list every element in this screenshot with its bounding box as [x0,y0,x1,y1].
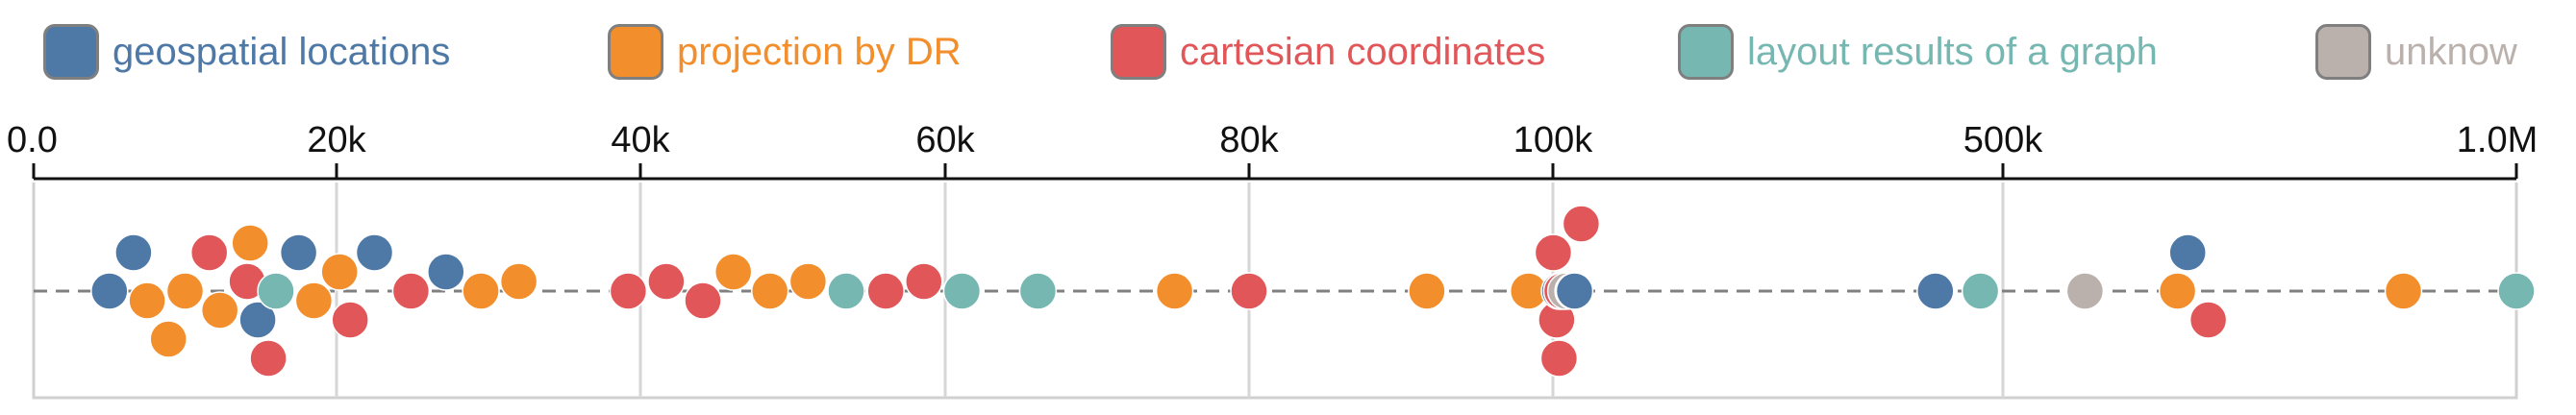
legend-swatch-graph [1678,24,1734,80]
data-point-dr [2384,272,2423,310]
data-point-cart [684,281,722,320]
data-point-cart [391,272,431,310]
data-point-cart [609,272,648,310]
data-point-dr [713,253,753,291]
x-tick-label: 80k [1219,120,1279,160]
data-point-geo [2168,233,2207,272]
legend-label-geo: geospatial locations [113,30,451,73]
data-point-geo [427,253,465,291]
data-point-graph [1018,272,1058,310]
data-point-graph [257,272,295,310]
legend-item-dr[interactable]: projection by DR [608,23,962,81]
data-point-dr [499,262,538,301]
data-point-cart [1534,233,1573,272]
x-tick-label: 20k [307,120,366,160]
data-point-dr [231,224,269,262]
data-point-geo [1916,272,1955,310]
data-point-dr [128,281,166,320]
legend-item-graph[interactable]: layout results of a graph [1678,23,2158,81]
data-point-cart [1539,339,1579,378]
x-tick-label: 60k [915,120,975,160]
data-point-cart [331,301,369,339]
data-point-graph [2497,272,2536,310]
legend-label-dr: projection by DR [677,30,962,73]
data-point-unk [2065,272,2105,310]
data-point-dr [1408,272,1446,310]
data-point-cart [2188,301,2228,339]
legend-item-cart[interactable]: cartesian coordinates [1111,23,1545,81]
data-point-cart [189,233,229,272]
data-point-cart [249,339,288,378]
data-point-graph [942,272,982,310]
data-point-dr [750,272,789,310]
data-point-geo [1555,272,1594,310]
legend-label-cart: cartesian coordinates [1180,30,1546,73]
data-point-dr [1155,272,1194,310]
data-point-dr [165,272,205,310]
legend-swatch-unk [2315,24,2371,80]
x-tick-label: 0.0 [7,120,58,160]
x-tick-label: 1.0M [2457,120,2538,160]
data-point-cart [647,262,686,301]
data-point-dr [320,253,359,291]
legend-swatch-geo [43,24,99,80]
legend-item-geo[interactable]: geospatial locations [43,23,450,81]
x-tick-label: 500k [1963,120,2043,160]
data-point-cart [1562,205,1601,243]
x-tick-label: 100k [1513,120,1593,160]
chart-legend: geospatial locations projection by DR cart… [0,0,2576,106]
data-point-graph [1961,272,2000,310]
data-point-dr [2158,272,2197,310]
data-point-cart [905,262,943,301]
data-point-geo [279,233,318,272]
data-point-dr [788,262,828,301]
data-point-geo [355,233,394,272]
legend-label-unk: unknow [2385,30,2517,73]
legend-item-unk[interactable]: unknow [2315,23,2517,81]
data-point-cart [866,272,905,310]
legend-swatch-cart [1111,24,1166,80]
data-point-graph [827,272,865,310]
data-point-dr [462,272,500,310]
x-tick-label: 40k [611,120,670,160]
data-point-geo [238,301,277,339]
data-point-dr [294,281,334,320]
legend-label-graph: layout results of a graph [1747,30,2158,73]
data-point-dr [200,291,239,330]
data-point-dr [149,320,188,358]
data-point-geo [114,233,153,272]
data-point-cart [1230,272,1268,310]
legend-swatch-dr [608,24,663,80]
data-point-geo [90,272,129,310]
